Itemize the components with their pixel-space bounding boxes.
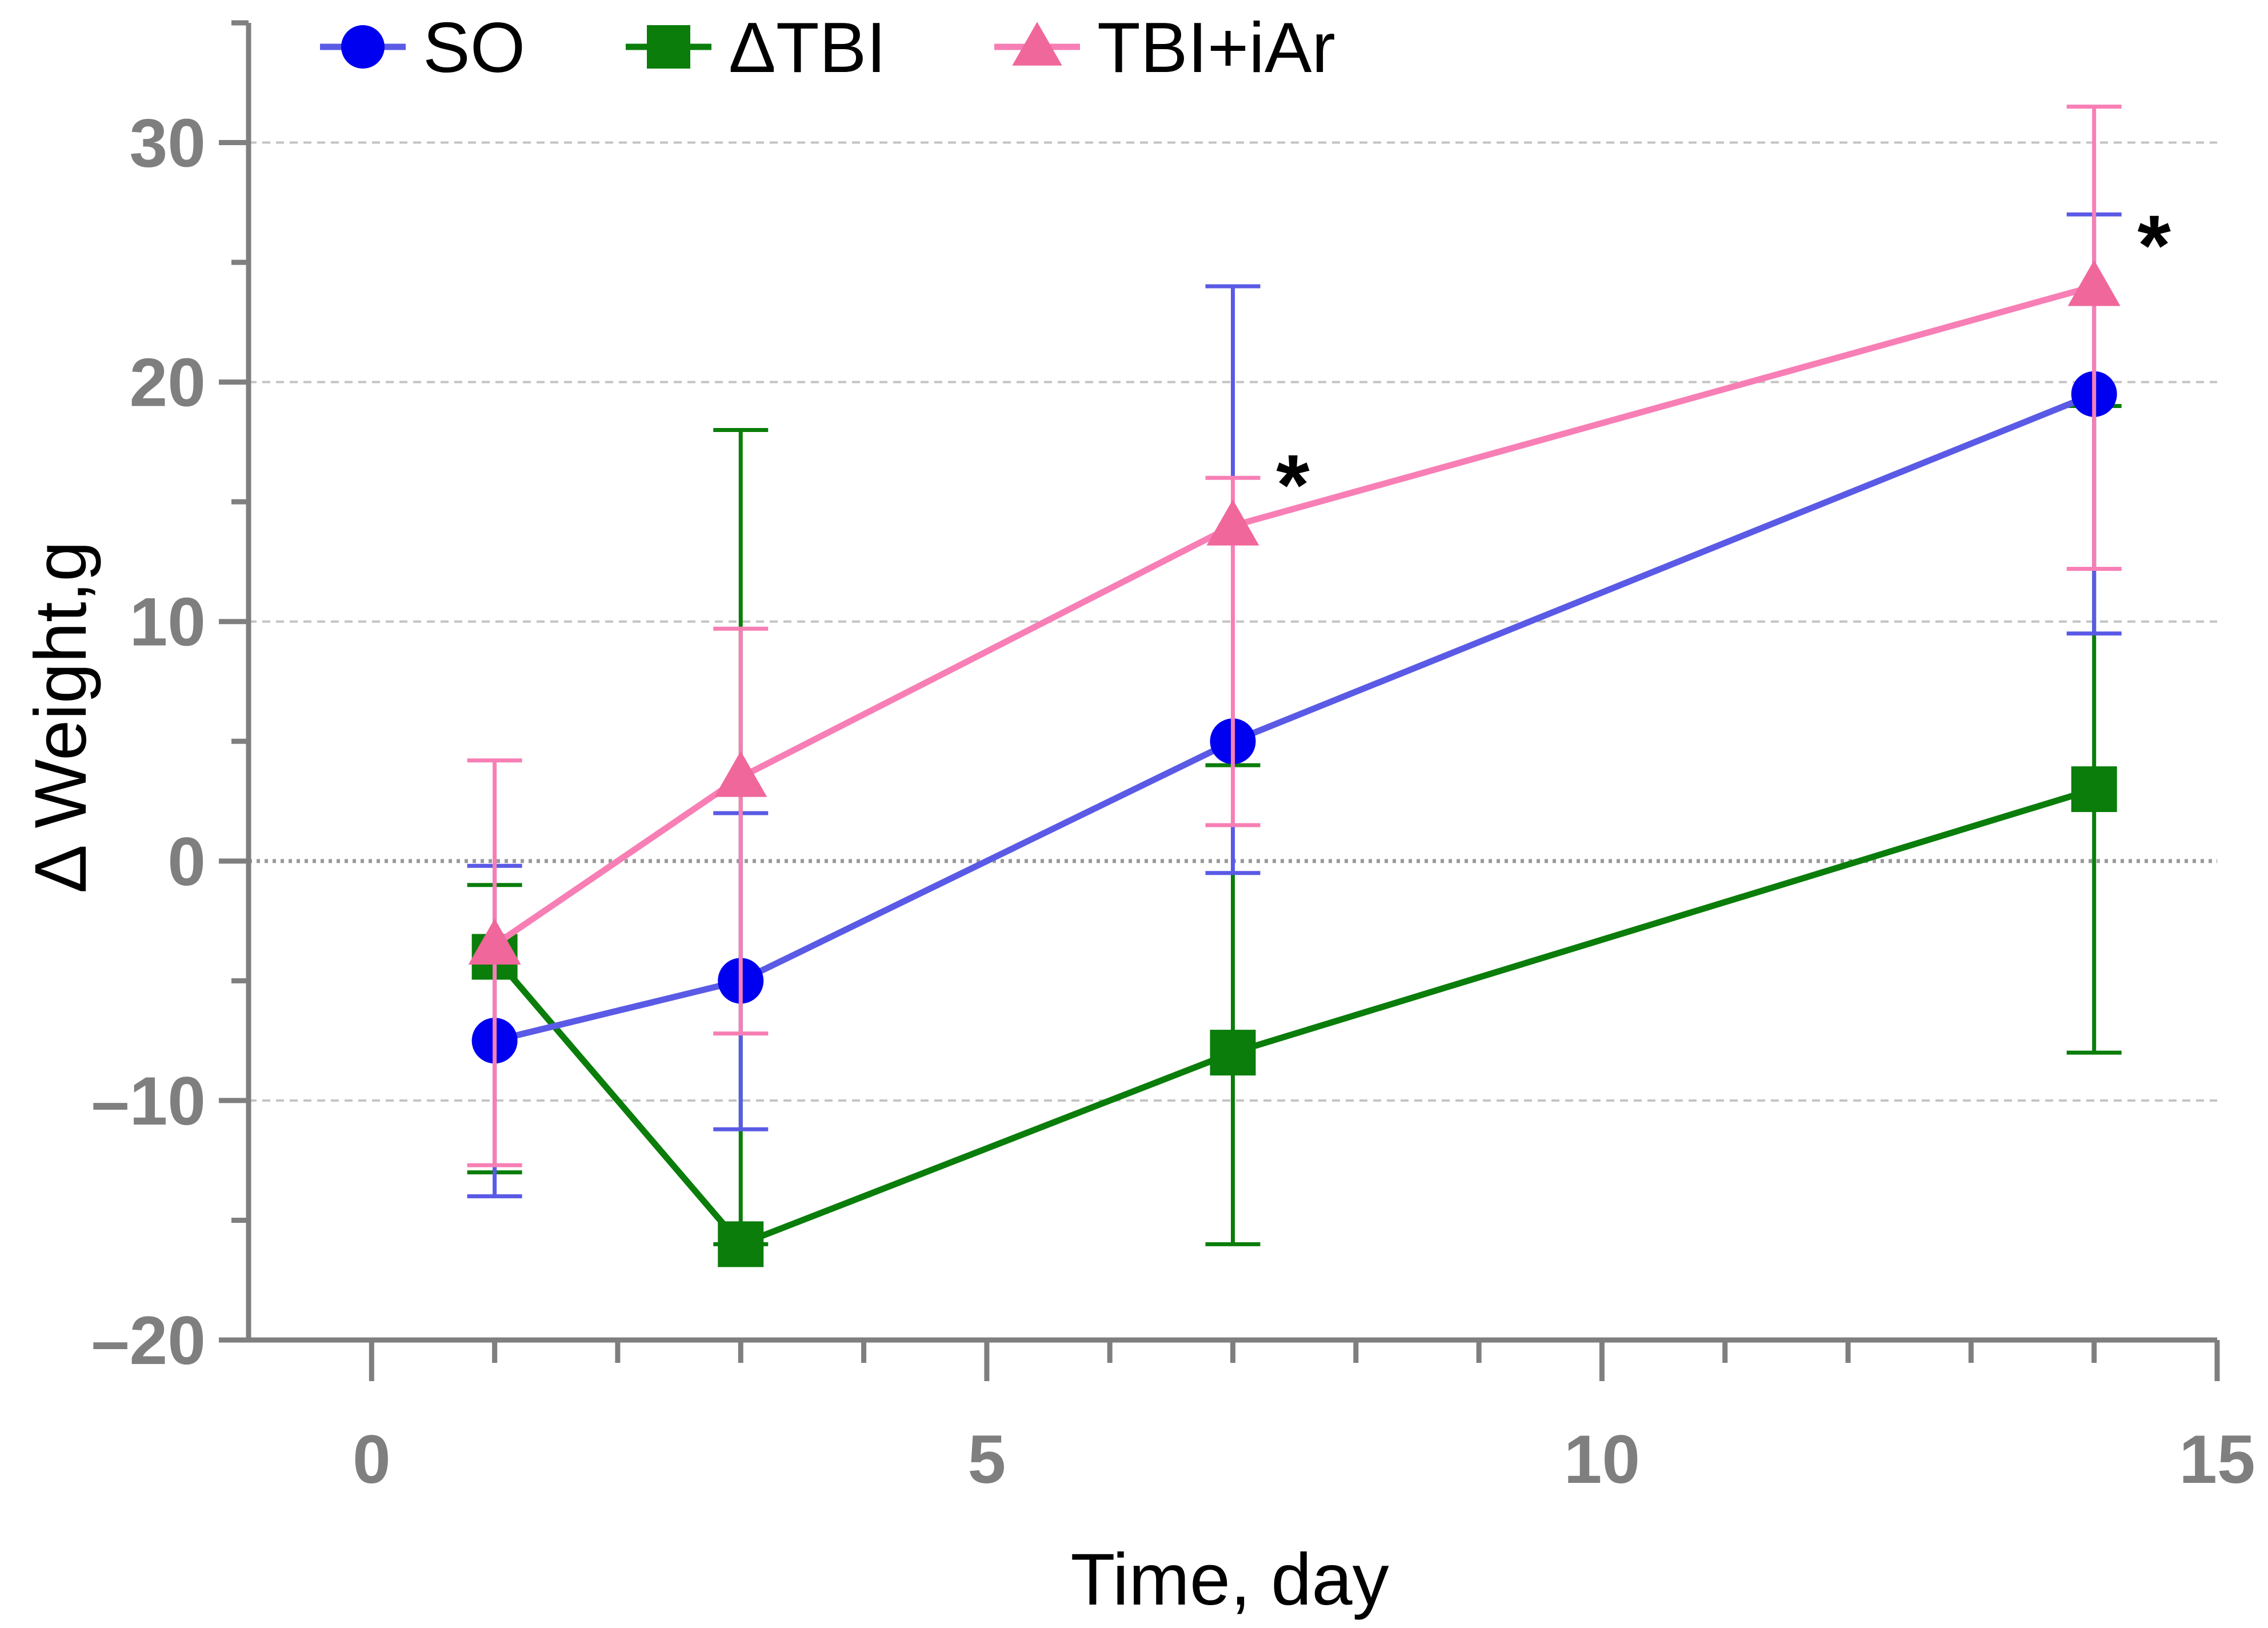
series-so	[467, 212, 2122, 1199]
data-point	[2071, 766, 2117, 813]
series-tbi-iar	[467, 105, 2122, 1167]
legend-item-tbi: ΔTBI	[626, 9, 886, 87]
y-tick-label: –20	[91, 1302, 206, 1379]
y-tick-label: 0	[167, 823, 206, 900]
data-point	[718, 1221, 764, 1267]
data-point	[1206, 499, 1259, 546]
legend-item-tbi-iar: TBI+iAr	[994, 9, 1335, 87]
x-tick-label: 0	[353, 1421, 391, 1498]
y-axis-title: Δ Weight,g	[20, 541, 102, 894]
series-line	[494, 391, 2095, 1044]
y-tick-label: –10	[91, 1063, 206, 1139]
y-tick-label: 30	[130, 105, 206, 182]
significance-marker: *	[2138, 197, 2171, 293]
x-tick-label: 5	[968, 1421, 1006, 1498]
data-point	[2067, 260, 2121, 306]
data-point	[468, 918, 521, 965]
data-point	[714, 751, 767, 797]
data-point	[1210, 1030, 1256, 1076]
legend-label: ΔTBI	[729, 9, 886, 87]
x-tick-label: 15	[2179, 1421, 2255, 1498]
legend-marker	[341, 25, 385, 69]
legend-label: SO	[423, 9, 525, 87]
legend-item-so: SO	[320, 9, 525, 87]
series-tbi	[467, 404, 2122, 1267]
legend-marker	[647, 25, 690, 69]
y-tick-label: 10	[130, 584, 206, 661]
x-axis-title: Time, day	[1070, 1539, 1389, 1621]
axis-ticks: –20 –10 0 10 20 30 0 5 10 15	[91, 20, 2255, 1498]
series-line	[493, 283, 2095, 948]
significance-marker: *	[1276, 437, 1310, 533]
legend-marker	[1012, 22, 1062, 66]
legend: SO ΔTBI TBI+iAr	[320, 9, 1335, 87]
series	[467, 105, 2122, 1267]
y-tick-label: 20	[130, 345, 206, 421]
series-line	[492, 786, 2095, 1247]
annotations: **	[1276, 197, 2171, 533]
x-tick-label: 10	[1564, 1421, 1640, 1498]
legend-label: TBI+iAr	[1097, 9, 1335, 87]
